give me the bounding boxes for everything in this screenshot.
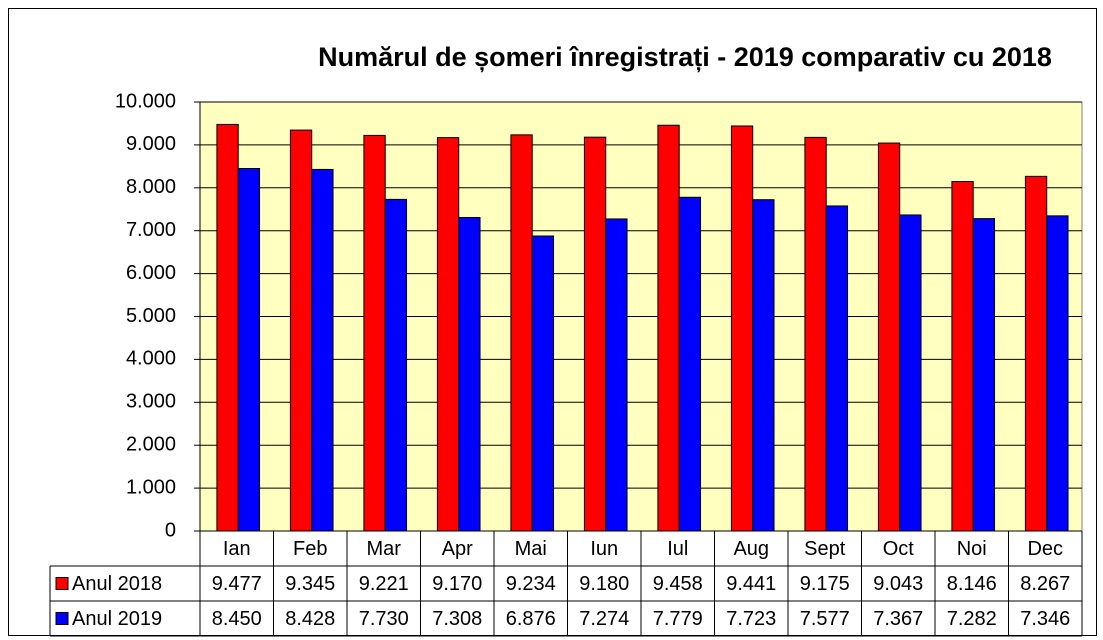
x-tick-label: Iun bbox=[590, 538, 618, 560]
bar bbox=[972, 218, 996, 532]
table-value: 7.282 bbox=[947, 608, 997, 630]
bar bbox=[531, 235, 555, 532]
table-value: 9.345 bbox=[285, 573, 335, 595]
table-value: 7.779 bbox=[653, 608, 703, 630]
table-value: 8.146 bbox=[947, 573, 997, 595]
y-tick-label: 2.000 bbox=[126, 433, 176, 455]
x-tick-label: Sept bbox=[804, 538, 846, 560]
bar bbox=[384, 198, 408, 532]
legend-swatch bbox=[55, 577, 69, 590]
x-tick-label: Apr bbox=[442, 538, 473, 560]
legend-label: Anul 2019 bbox=[72, 608, 162, 630]
bar bbox=[951, 181, 974, 532]
chart-title: Numărul de șomeri înregistrați - 2019 co… bbox=[318, 42, 1052, 72]
bar bbox=[458, 216, 481, 532]
table-value: 9.441 bbox=[726, 573, 776, 595]
x-tick-label: Ian bbox=[223, 538, 251, 560]
table-value: 9.221 bbox=[359, 573, 409, 595]
bar bbox=[678, 196, 702, 532]
bar bbox=[289, 129, 313, 532]
bar bbox=[510, 134, 533, 532]
bar bbox=[311, 168, 334, 532]
y-tick-label: 7.000 bbox=[126, 219, 176, 241]
table-value: 8.450 bbox=[212, 608, 262, 630]
bar bbox=[752, 199, 775, 532]
legend-swatch bbox=[55, 612, 69, 625]
x-tick-label: Mar bbox=[367, 538, 402, 560]
table-value: 7.274 bbox=[579, 608, 629, 630]
y-tick-label: 10.000 bbox=[115, 90, 176, 112]
table-value: 9.234 bbox=[506, 573, 556, 595]
x-tick-label: Noi bbox=[957, 538, 987, 560]
table-value: 7.577 bbox=[800, 608, 850, 630]
table-value: 8.428 bbox=[285, 608, 335, 630]
y-tick-label: 6.000 bbox=[126, 262, 176, 284]
x-tick-label: Oct bbox=[883, 538, 915, 560]
table-value: 7.730 bbox=[359, 608, 409, 630]
table-value: 9.458 bbox=[653, 573, 703, 595]
bar bbox=[436, 137, 460, 532]
y-tick-label: 1.000 bbox=[126, 476, 176, 498]
bar bbox=[216, 123, 239, 532]
bar bbox=[899, 214, 922, 532]
table-value: 9.043 bbox=[873, 573, 923, 595]
table-value: 6.876 bbox=[506, 608, 556, 630]
bar bbox=[877, 142, 901, 532]
table-value: 7.367 bbox=[873, 608, 923, 630]
y-tick-label: 8.000 bbox=[126, 176, 176, 198]
bar bbox=[583, 136, 607, 532]
bar bbox=[804, 136, 827, 532]
table-value: 9.170 bbox=[432, 573, 482, 595]
y-tick-label: 4.000 bbox=[126, 348, 176, 370]
y-tick-label: 3.000 bbox=[126, 391, 176, 413]
bar bbox=[1024, 175, 1048, 532]
bar bbox=[363, 134, 386, 532]
table-value: 8.267 bbox=[1020, 573, 1070, 595]
x-tick-label: Dec bbox=[1027, 538, 1063, 560]
x-tick-label: Mai bbox=[515, 538, 547, 560]
table-value: 7.723 bbox=[726, 608, 776, 630]
legend-label: Anul 2018 bbox=[72, 573, 162, 595]
bar bbox=[730, 125, 754, 532]
table-value: 9.180 bbox=[579, 573, 629, 595]
x-tick-label: Iul bbox=[667, 538, 688, 560]
x-tick-label: Aug bbox=[733, 538, 769, 560]
bar bbox=[657, 124, 680, 532]
x-tick-label: Feb bbox=[293, 538, 327, 560]
y-tick-label: 5.000 bbox=[126, 305, 176, 327]
bar bbox=[605, 218, 628, 532]
bar bbox=[825, 205, 849, 532]
table-value: 7.308 bbox=[432, 608, 482, 630]
bar bbox=[1046, 215, 1069, 532]
bar bbox=[237, 167, 261, 532]
y-tick-label: 0 bbox=[165, 519, 176, 541]
table-value: 9.477 bbox=[212, 573, 262, 595]
y-tick-label: 9.000 bbox=[126, 133, 176, 155]
table-value: 9.175 bbox=[800, 573, 850, 595]
table-value: 7.346 bbox=[1020, 608, 1070, 630]
